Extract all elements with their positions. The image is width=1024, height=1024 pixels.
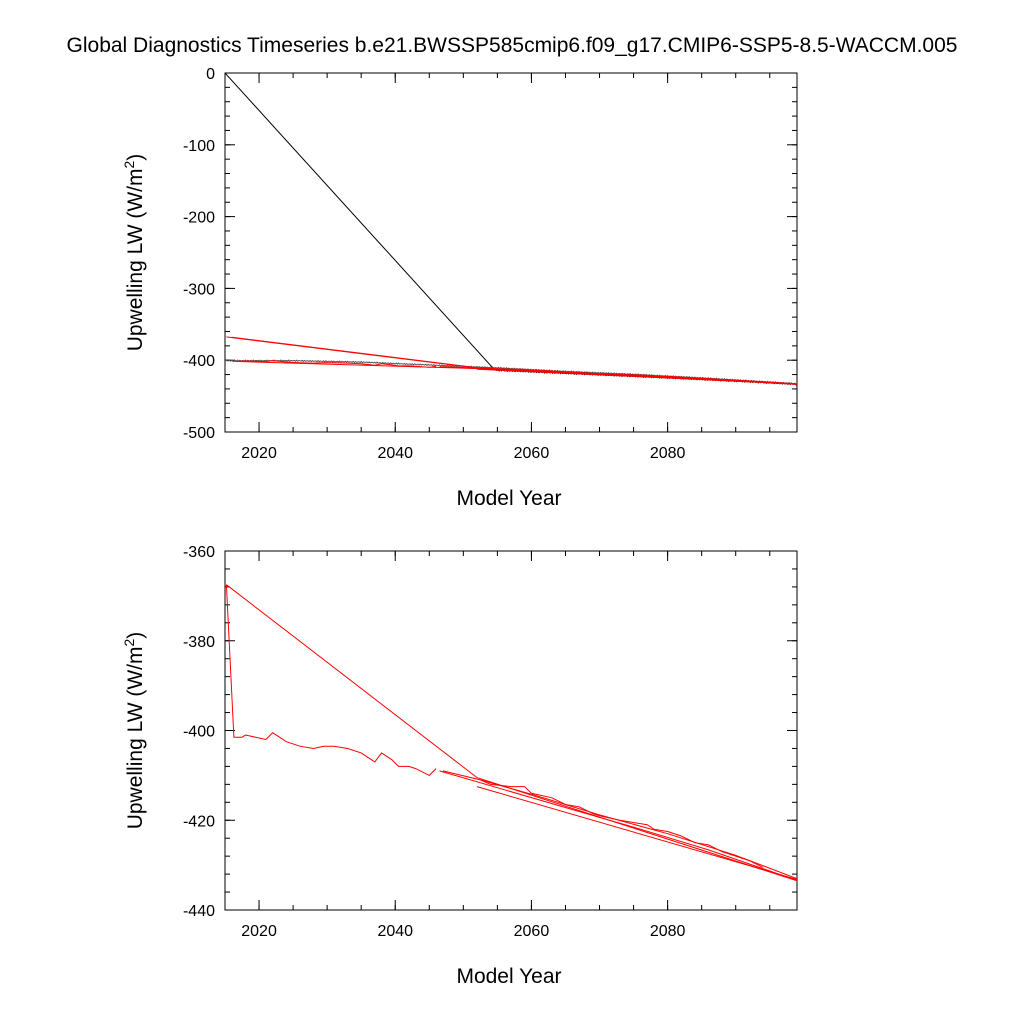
plot-frame	[224, 72, 798, 433]
x-tick-label: 2020	[241, 445, 277, 462]
x-tick-label: 2060	[514, 923, 550, 940]
x-axis-title: Model Year	[456, 965, 561, 988]
top-panel: 2020 2040 2060 2080 0 -100 -200 -300 -400 -500 Mod…	[121, 66, 798, 510]
y-tick-label: -300	[183, 281, 215, 298]
red-series-5-line	[480, 779, 797, 880]
y-axis-title-close: )	[124, 632, 147, 639]
y-tick-label: -500	[183, 425, 215, 442]
annual-series-line	[225, 73, 797, 386]
x-axis-title: Model Year	[456, 487, 561, 510]
y-axis-title: Upwelling LW (W/m2)	[121, 632, 147, 830]
y-tick-label: -200	[183, 210, 215, 227]
y-tick-label: -100	[183, 138, 215, 155]
red-series-4-line	[476, 786, 797, 880]
red-series-6-line	[439, 366, 797, 385]
y-axis-title-main: Upwelling LW (W/m	[124, 647, 147, 830]
y-tick-label: -380	[183, 634, 215, 651]
x-tick-label: 2080	[650, 445, 686, 462]
x-tick-label: 2040	[377, 445, 413, 462]
y-tick-label: 0	[206, 66, 215, 83]
series-group	[225, 584, 797, 882]
y-axis-title-main: Upwelling LW (W/m	[124, 169, 147, 352]
red-series-line	[225, 584, 437, 777]
y-tick-label: -420	[183, 813, 215, 830]
y-tick-label: -440	[183, 903, 215, 920]
red-series-6-line	[439, 770, 797, 881]
x-tick-label: 2080	[650, 923, 686, 940]
plot-frame	[224, 550, 798, 911]
y-tick-label: -360	[183, 544, 215, 561]
red-series-line	[226, 336, 484, 370]
x-tick-label: 2060	[514, 445, 550, 462]
figure-title: Global Diagnostics Timeseries b.e21.BWSS…	[66, 34, 958, 57]
bottom-panel: 2020 2040 2060 2080 -360 -380 -400 -420 -440 Mode…	[121, 544, 798, 988]
y-axis-title-superscript: 2	[121, 161, 137, 169]
y-axis-title: Upwelling LW (W/m2)	[121, 154, 147, 352]
x-tick-label: 2020	[241, 923, 277, 940]
y-axis-title-close: )	[124, 154, 147, 161]
y-tick-label: -400	[183, 724, 215, 741]
red-series-3-line	[231, 336, 797, 385]
series-group	[225, 73, 797, 386]
x-tick-label: 2040	[377, 923, 413, 940]
red-series-3-line	[226, 584, 797, 882]
y-axis-title-superscript: 2	[121, 639, 137, 647]
y-tick-label: -400	[183, 353, 215, 370]
